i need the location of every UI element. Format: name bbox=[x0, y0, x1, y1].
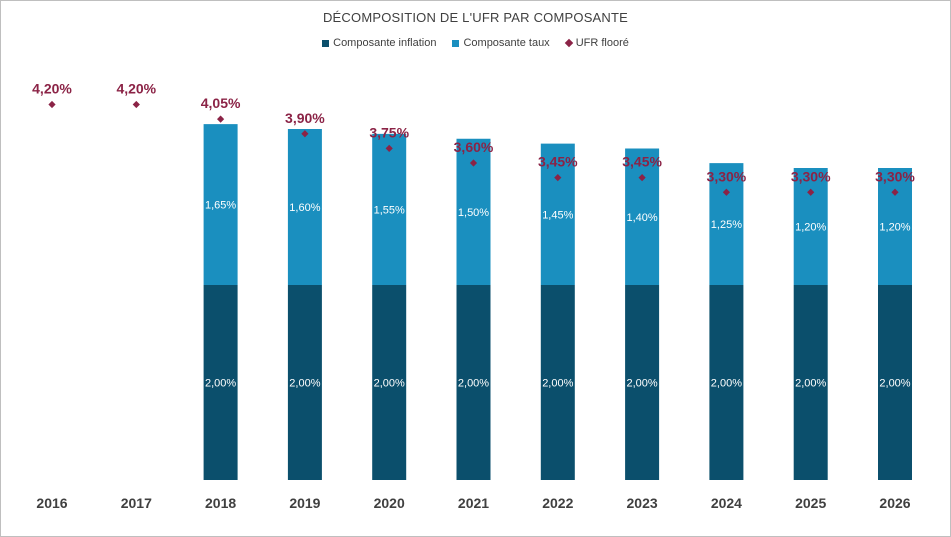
bar-inflation-2023 bbox=[625, 285, 660, 480]
label-taux-2025: 1,20% bbox=[795, 222, 826, 234]
bar-taux-2026 bbox=[878, 168, 912, 285]
label-taux-2023: 1,40% bbox=[626, 212, 657, 224]
label-inflation-2023: 2,00% bbox=[626, 378, 657, 390]
label-inflation-2020: 2,00% bbox=[374, 378, 405, 390]
bar-taux-2020 bbox=[372, 133, 407, 285]
label-inflation-2022: 2,00% bbox=[542, 378, 573, 390]
bar-inflation-2021 bbox=[456, 285, 491, 480]
label-ufr-2020: 3,75% bbox=[369, 124, 409, 140]
label-ufr-2018: 4,05% bbox=[201, 95, 241, 111]
x-tick-2024: 2024 bbox=[711, 495, 742, 511]
marker-ufr-2023 bbox=[638, 174, 646, 182]
marker-ufr-2024 bbox=[722, 188, 730, 196]
marker-ufr-2018 bbox=[217, 115, 225, 123]
bar-taux-2025 bbox=[793, 168, 828, 285]
label-taux-2024: 1,25% bbox=[711, 219, 742, 231]
bar-taux-2023 bbox=[625, 148, 660, 285]
marker-ufr-2025 bbox=[807, 188, 815, 196]
chart-legend: Composante inflation Composante taux UFR… bbox=[0, 37, 951, 49]
marker-ufr-2019 bbox=[301, 130, 309, 138]
label-taux-2026: 1,20% bbox=[879, 222, 910, 234]
bar-taux-2019 bbox=[287, 129, 322, 285]
marker-ufr-2016 bbox=[48, 100, 56, 109]
label-taux-2018: 1,65% bbox=[205, 200, 236, 212]
legend-label-inflation: Composante inflation bbox=[333, 37, 437, 49]
x-tick-2021: 2021 bbox=[458, 495, 489, 511]
marker-ufr-2021 bbox=[469, 159, 478, 167]
x-tick-2026: 2026 bbox=[879, 495, 910, 511]
x-tick-2017: 2017 bbox=[121, 495, 152, 511]
chart-title: DÉCOMPOSITION DE L'UFR PAR COMPOSANTE bbox=[322, 10, 629, 25]
x-tick-2019: 2019 bbox=[289, 495, 320, 511]
label-inflation-2024: 2,00% bbox=[711, 378, 742, 390]
legend-label-ufr: UFR flooré bbox=[575, 37, 629, 49]
label-taux-2022: 1,45% bbox=[542, 209, 573, 221]
label-ufr-2026: 3,30% bbox=[875, 168, 915, 184]
x-tick-2022: 2022 bbox=[542, 495, 573, 511]
label-ufr-2022: 3,45% bbox=[538, 154, 578, 170]
label-inflation-2021: 2,00% bbox=[458, 378, 489, 390]
bar-taux-2018 bbox=[203, 124, 238, 285]
legend-item-taux: Composante taux bbox=[452, 37, 550, 49]
legend-item-ufr: UFR flooré bbox=[564, 37, 629, 49]
bar-inflation-2026 bbox=[878, 285, 912, 480]
legend-item-inflation: Composante inflation bbox=[322, 37, 436, 49]
x-tick-2018: 2018 bbox=[205, 495, 236, 511]
label-taux-2021: 1,50% bbox=[458, 207, 489, 219]
bar-taux-2024 bbox=[709, 163, 744, 285]
label-taux-2020: 1,55% bbox=[374, 204, 405, 216]
marker-ufr-2017 bbox=[132, 100, 140, 109]
label-inflation-2018: 2,00% bbox=[205, 378, 236, 390]
label-taux-2019: 1,60% bbox=[289, 202, 320, 214]
marker-ufr-2022 bbox=[554, 174, 562, 182]
label-ufr-2024: 3,30% bbox=[707, 168, 747, 184]
label-ufr-2019: 3,90% bbox=[285, 110, 325, 126]
legend-swatch-inflation bbox=[322, 39, 330, 47]
legend-label-taux: Composante taux bbox=[463, 37, 550, 49]
label-ufr-2017: 4,20% bbox=[116, 81, 156, 97]
bar-inflation-2022 bbox=[540, 285, 575, 480]
bar-taux-2022 bbox=[540, 143, 575, 285]
label-inflation-2026: 2,00% bbox=[879, 378, 910, 390]
label-inflation-2019: 2,00% bbox=[289, 378, 320, 390]
label-inflation-2025: 2,00% bbox=[795, 378, 826, 390]
x-tick-2025: 2025 bbox=[795, 495, 826, 511]
legend-swatch-taux bbox=[452, 39, 460, 47]
label-ufr-2023: 3,45% bbox=[622, 154, 662, 170]
bar-inflation-2019 bbox=[287, 285, 322, 480]
x-tick-2020: 2020 bbox=[374, 495, 405, 511]
x-tick-2023: 2023 bbox=[627, 495, 658, 511]
bar-inflation-2024 bbox=[709, 285, 744, 480]
label-ufr-2025: 3,30% bbox=[791, 168, 831, 184]
bar-inflation-2018 bbox=[203, 285, 238, 480]
bar-inflation-2025 bbox=[793, 285, 828, 480]
label-ufr-2016: 4,20% bbox=[32, 81, 72, 97]
bar-inflation-2020 bbox=[372, 285, 407, 480]
marker-ufr-2026 bbox=[891, 188, 899, 196]
x-tick-2016: 2016 bbox=[36, 495, 67, 511]
marker-ufr-2020 bbox=[385, 144, 393, 152]
label-ufr-2021: 3,60% bbox=[454, 139, 494, 155]
